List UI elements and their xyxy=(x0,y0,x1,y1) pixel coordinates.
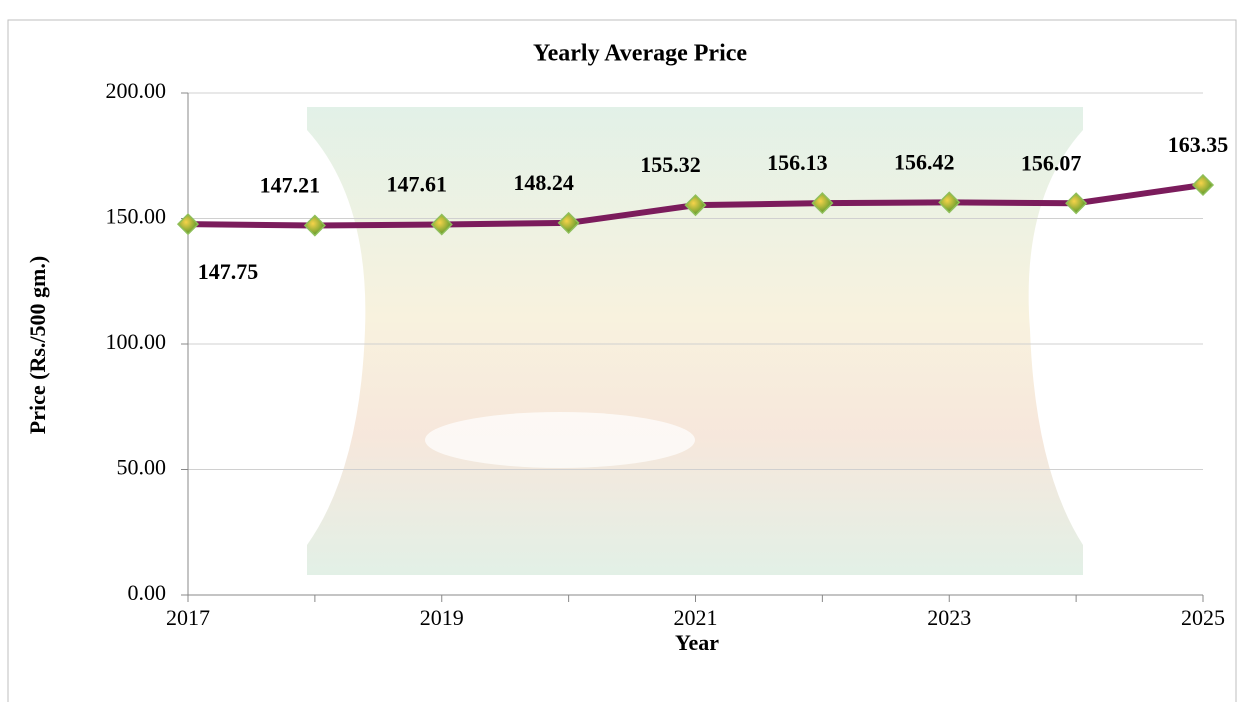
data-label: 147.75 xyxy=(198,259,259,284)
y-tick-label: 150.00 xyxy=(106,204,167,229)
x-axis-label: Year xyxy=(675,630,719,655)
marker xyxy=(938,191,961,214)
data-label: 163.35 xyxy=(1168,132,1229,157)
x-tick-label: 2021 xyxy=(674,605,718,630)
y-tick-label: 0.00 xyxy=(128,580,167,605)
marker xyxy=(811,192,834,215)
data-label: 155.32 xyxy=(640,152,701,177)
background-cup xyxy=(425,412,695,468)
chart-title: Yearly Average Price xyxy=(533,41,747,67)
data-label: 156.42 xyxy=(894,149,955,174)
marker xyxy=(1065,192,1088,215)
y-tick-label: 200.00 xyxy=(106,78,167,103)
marker xyxy=(303,214,326,237)
marker xyxy=(176,213,200,236)
marker xyxy=(557,211,580,234)
data-label: 147.21 xyxy=(260,173,321,198)
marker xyxy=(430,213,453,236)
data-label: 147.61 xyxy=(387,172,448,197)
data-label: 156.07 xyxy=(1021,150,1082,175)
x-tick-label: 2023 xyxy=(927,605,971,630)
x-tick-label: 2025 xyxy=(1181,605,1225,630)
x-tick-label: 2019 xyxy=(420,605,464,630)
marker xyxy=(684,194,707,217)
marker xyxy=(1191,173,1215,197)
y-axis-label: Price (Rs./500 gm.) xyxy=(25,256,50,434)
y-tick-label: 50.00 xyxy=(117,455,167,480)
y-tick-label: 100.00 xyxy=(106,329,167,354)
data-label: 148.24 xyxy=(513,170,574,195)
data-label: 156.13 xyxy=(767,150,828,175)
x-tick-label: 2017 xyxy=(166,605,210,630)
